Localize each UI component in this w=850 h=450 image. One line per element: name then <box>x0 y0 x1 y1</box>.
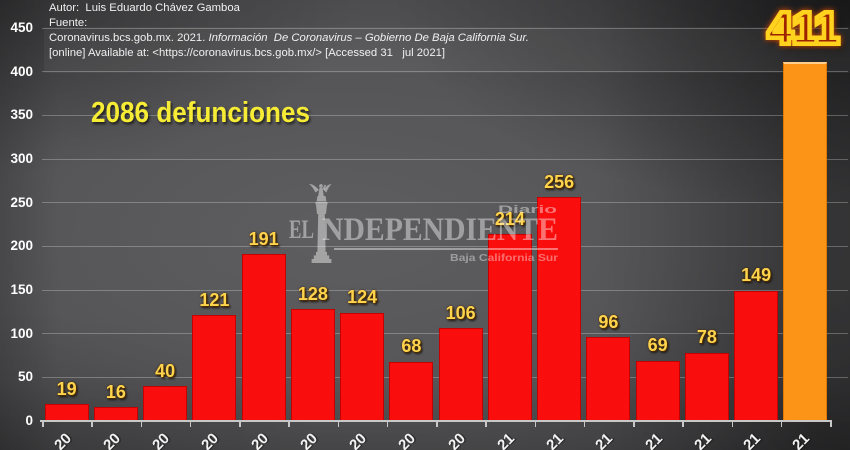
svg-text:411: 411 <box>768 4 839 53</box>
svg-text:Diario: Diario <box>498 204 558 216</box>
svg-text:EL: EL <box>289 215 314 244</box>
svg-text:NDEPENDIENTE: NDEPENDIENTE <box>322 212 558 248</box>
svg-text:Baja California Sur: Baja California Sur <box>450 252 558 264</box>
svg-text:411: 411 <box>768 4 839 53</box>
